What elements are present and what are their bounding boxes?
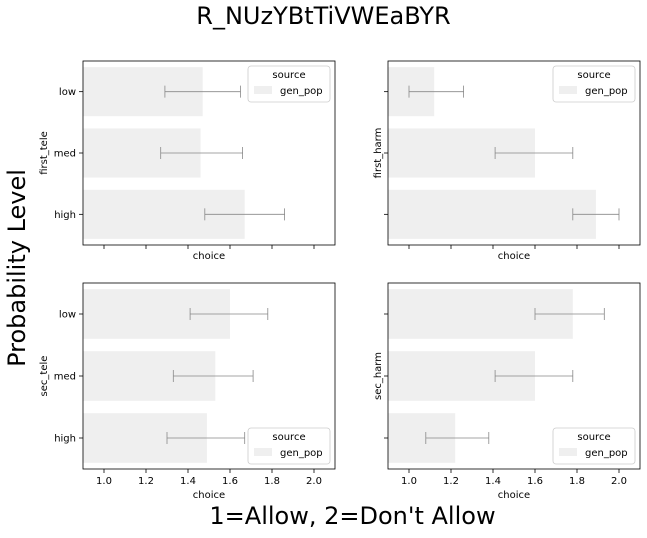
x-axis-label: choice xyxy=(498,251,530,262)
subplot-top-left: low med high choice first_tele source gen_pop xyxy=(39,60,336,262)
x-tick-label: 1.2 xyxy=(443,476,459,487)
x-tick-label: 1.6 xyxy=(527,476,543,487)
x-axis-label: choice xyxy=(193,251,225,262)
x-axis-label: choice xyxy=(498,490,530,501)
axes-frame xyxy=(82,60,336,246)
y-axis-label: sec_tele xyxy=(39,356,50,397)
legend: source gen_pop xyxy=(552,65,636,103)
legend: source gen_pop xyxy=(247,427,331,465)
y-tick-label: low xyxy=(59,87,76,98)
legend-swatch xyxy=(254,448,272,456)
subplot-top-right: choice first_harm source gen_pop xyxy=(373,60,641,262)
axes-frame xyxy=(82,282,336,470)
y-tick-label: med xyxy=(54,149,76,160)
legend-swatch xyxy=(559,86,577,94)
legend-label: gen_pop xyxy=(585,86,628,97)
figure-x-label: 1=Allow, 2=Don't Allow xyxy=(209,502,496,530)
figure-title: R_NUzYBtTiVWEaBYR xyxy=(196,2,451,30)
axes-frame xyxy=(387,282,641,470)
legend-title: source xyxy=(577,70,610,81)
subplot-bottom-left: low med high 1.0 1.2 1.4 1.6 1.8 2.0 choice sec_te… xyxy=(39,282,336,501)
y-tick-label: high xyxy=(54,210,76,221)
x-tick-label: 2.0 xyxy=(306,476,322,487)
y-axis-label: first_tele xyxy=(39,131,50,175)
y-axis-label: first_harm xyxy=(373,128,384,179)
x-tick-label: 1.6 xyxy=(222,476,238,487)
x-tick-label: 1.8 xyxy=(264,476,280,487)
legend-label: gen_pop xyxy=(585,448,628,459)
x-tick-label: 1.8 xyxy=(569,476,585,487)
x-tick-label: 2.0 xyxy=(611,476,627,487)
y-axis-label: sec_harm xyxy=(373,352,384,400)
legend-swatch xyxy=(254,86,272,94)
legend-swatch xyxy=(559,448,577,456)
x-tick-label: 1.4 xyxy=(485,476,501,487)
legend: source gen_pop xyxy=(247,65,331,103)
x-tick-label: 1.4 xyxy=(180,476,196,487)
legend-title: source xyxy=(577,432,610,443)
legend-label: gen_pop xyxy=(280,86,323,97)
y-tick-label: high xyxy=(54,434,76,445)
y-tick-label: med xyxy=(54,372,76,383)
x-tick-label: 1.0 xyxy=(401,476,417,487)
legend-title: source xyxy=(272,432,305,443)
x-tick-label: 1.2 xyxy=(138,476,154,487)
axes-frame xyxy=(387,60,641,246)
x-axis-label: choice xyxy=(193,490,225,501)
legend-title: source xyxy=(272,70,305,81)
legend-label: gen_pop xyxy=(280,448,323,459)
x-tick-label: 1.0 xyxy=(96,476,112,487)
bar-high xyxy=(388,189,596,239)
y-tick-label: low xyxy=(59,310,76,321)
legend: source gen_pop xyxy=(552,427,636,465)
